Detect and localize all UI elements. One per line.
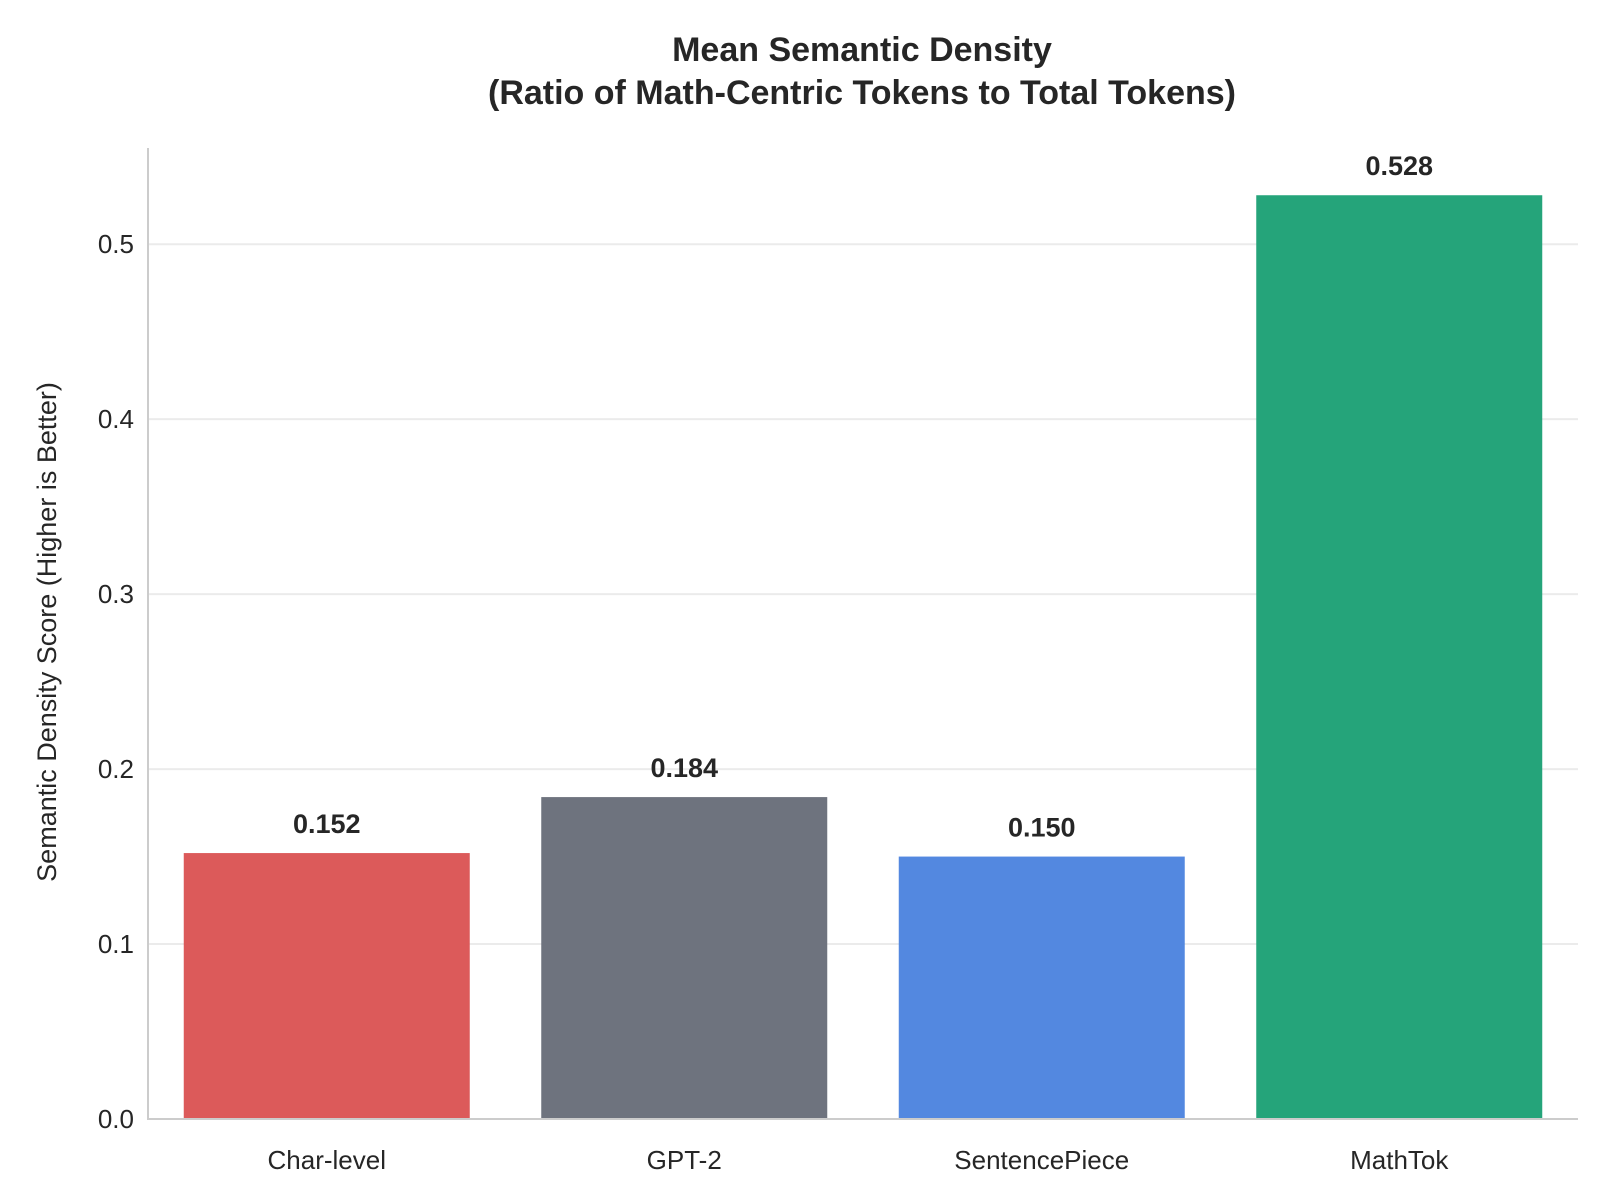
chart-title-line-1: Mean Semantic Density [672, 31, 1052, 69]
chart-title: Mean Semantic Density (Ratio of Math-Cen… [488, 31, 1236, 112]
x-axis-ticks: Char-level GPT-2 SentencePiece MathTok [268, 1145, 1450, 1175]
bar-gpt-2 [541, 797, 828, 1119]
x-tick-label: Char-level [268, 1145, 387, 1175]
x-tick-label: GPT-2 [647, 1145, 722, 1175]
y-axis-label: Semantic Density Score (Higher is Better… [32, 382, 62, 882]
x-tick-label: MathTok [1350, 1145, 1449, 1175]
data-labels: 0.152 0.184 0.150 0.528 [293, 151, 1433, 842]
bars [183, 195, 1543, 1119]
x-tick-label: SentencePiece [954, 1145, 1129, 1175]
data-label: 0.152 [293, 809, 361, 839]
y-tick-label: 0.2 [98, 754, 134, 784]
data-label: 0.150 [1008, 813, 1076, 843]
data-label: 0.184 [650, 753, 718, 783]
y-tick-label: 0.4 [98, 404, 134, 434]
bar-char-level [183, 853, 470, 1119]
y-tick-label: 0.5 [98, 229, 134, 259]
chart-title-line-2: (Ratio of Math-Centric Tokens to Total T… [488, 74, 1236, 112]
y-tick-label: 0.1 [98, 929, 134, 959]
y-axis-ticks: 0.0 0.1 0.2 0.3 0.4 0.5 [98, 229, 134, 1134]
data-label: 0.528 [1365, 151, 1433, 181]
y-tick-label: 0.3 [98, 579, 134, 609]
bar-mathtok [1256, 195, 1543, 1119]
y-tick-label: 0.0 [98, 1104, 134, 1134]
bar-sentencepiece [898, 856, 1185, 1119]
